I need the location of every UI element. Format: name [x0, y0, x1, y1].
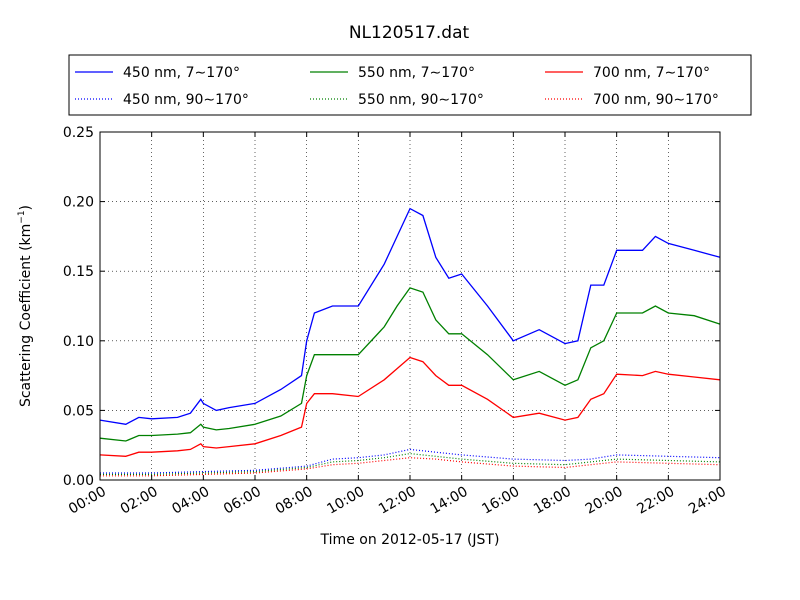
x-tick-label: 06:00 [221, 484, 264, 518]
x-tick-label: 14:00 [428, 484, 471, 518]
legend-label: 450 nm, 7∼170° [123, 65, 240, 81]
y-axis-label-sup: −1 [17, 210, 27, 223]
legend-label: 450 nm, 90∼170° [123, 92, 249, 108]
legend-label: 700 nm, 90∼170° [593, 92, 719, 108]
y-tick-label: 0.25 [63, 125, 94, 141]
series-line-0 [99, 207, 721, 425]
y-axis-label-end: ) [18, 205, 34, 210]
series-layer [99, 207, 721, 477]
x-axis-label: Time on 2012-05-17 (JST) [320, 532, 500, 548]
y-tick-label: 0.15 [63, 264, 94, 280]
x-tick-label: 08:00 [273, 484, 316, 518]
chart-title: NL120517.dat [349, 23, 470, 43]
x-tick-label: 16:00 [479, 484, 522, 518]
y-axis-label: Scattering Coefficient (km−1) [17, 205, 34, 407]
x-tick-label: 24:00 [686, 484, 729, 518]
series-line-2 [99, 356, 721, 457]
x-tick-label: 12:00 [376, 484, 419, 518]
ticks: 00:00 02:00 04:00 06:00 08:00 10:00 12:00 14:00… [63, 125, 729, 518]
x-tick-label: 22:00 [634, 484, 677, 518]
legend-label: 550 nm, 7∼170° [358, 65, 475, 81]
series-line-4 [100, 452, 721, 475]
y-tick-label: 0.20 [63, 195, 94, 211]
legend-label: 550 nm, 90∼170° [358, 92, 484, 108]
legend: 450 nm, 7∼170° 550 nm, 7∼170° 700 nm, 7∼17… [68, 54, 752, 116]
x-tick-label: 10:00 [324, 484, 367, 518]
x-tick-label: 20:00 [583, 484, 626, 518]
legend-box [68, 54, 752, 116]
x-tick-label: 02:00 [118, 484, 161, 518]
series-line-3 [100, 448, 721, 474]
grid [100, 132, 720, 480]
y-tick-label: 0.00 [63, 473, 94, 489]
x-tick-label: 04:00 [169, 484, 212, 518]
x-tick-label: 18:00 [531, 484, 574, 518]
legend-label: 700 nm, 7∼170° [593, 65, 710, 81]
y-tick-label: 0.10 [63, 334, 94, 350]
series-line-1 [99, 287, 721, 442]
y-tick-label: 0.05 [63, 403, 94, 419]
y-axis-label-main: Scattering Coefficient (km [18, 224, 34, 407]
